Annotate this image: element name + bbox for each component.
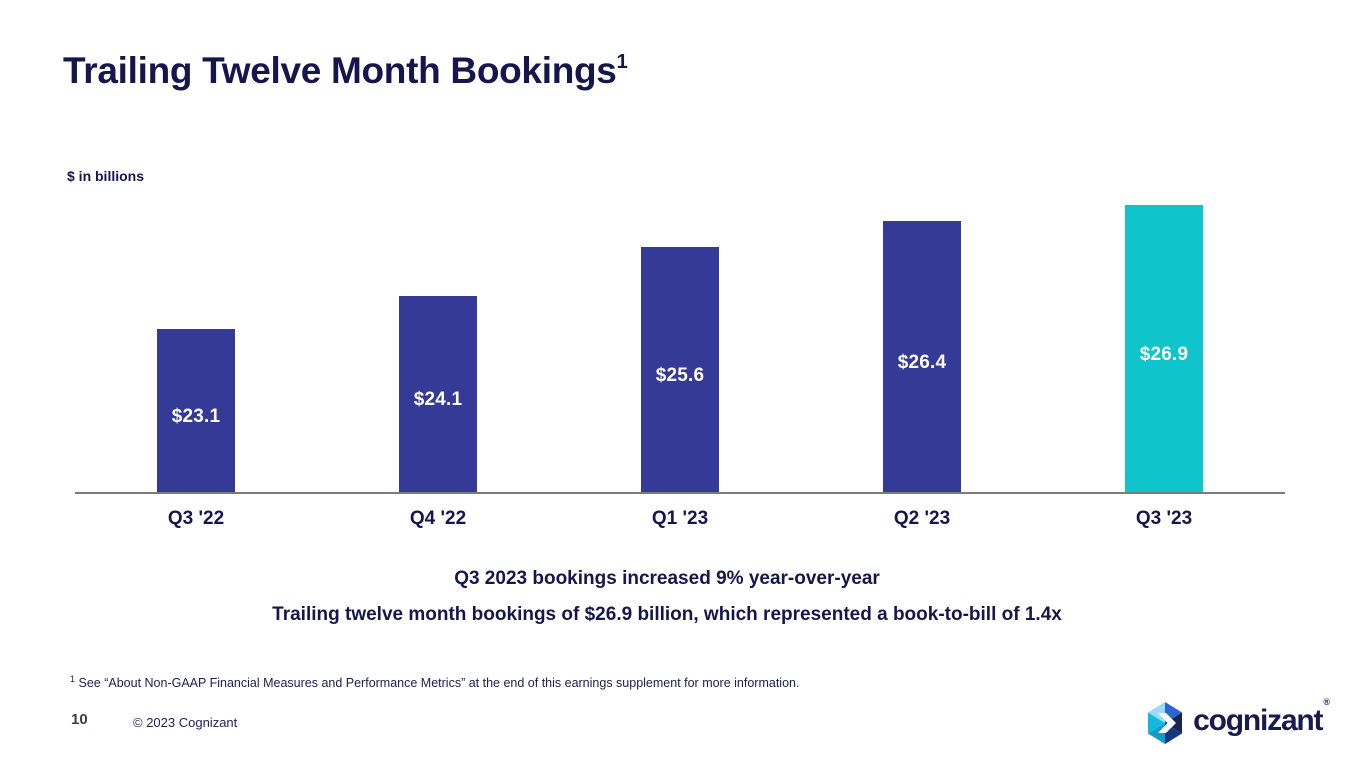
takeaway-line-2: Trailing twelve month bookings of $26.9 … xyxy=(272,604,1062,625)
page-number: 10 xyxy=(71,711,88,728)
units-label: $ in billions xyxy=(67,168,145,184)
bar-slot: $26.9 xyxy=(1043,205,1285,492)
cognizant-logo: cognizant® xyxy=(1145,698,1330,745)
bar-value-label: $26.9 xyxy=(1139,343,1189,365)
takeaway-line-1: Q3 2023 bookings increased 9% year-over-… xyxy=(454,568,880,589)
page-title: Trailing Twelve Month Bookings1 xyxy=(63,50,628,92)
cognizant-logo-icon xyxy=(1148,702,1183,744)
bar-value-label: $26.4 xyxy=(897,351,947,373)
footnote: 1 See “About Non-GAAP Financial Measures… xyxy=(70,674,799,690)
copyright-text: © 2023 Cognizant xyxy=(133,715,238,730)
takeaway-messages: Q3 2023 bookings increased 9% year-over-… xyxy=(0,569,1334,641)
bar-4: $26.4 xyxy=(883,221,961,492)
title-footnote-marker: 1 xyxy=(616,50,628,73)
cognizant-wordmark: cognizant® xyxy=(1193,698,1330,737)
page-title-text: Trailing Twelve Month Bookings xyxy=(63,50,617,91)
bar-slot: $25.6 xyxy=(559,247,801,492)
bar-2: $24.1 xyxy=(399,296,477,492)
x-axis-label: Q3 '22 xyxy=(167,508,225,529)
bar-value-label: $24.1 xyxy=(413,389,463,410)
x-axis-label: Q1 '23 xyxy=(651,508,709,529)
cognizant-wordmark-text: cognizant xyxy=(1193,704,1323,737)
bar-3: $25.6 xyxy=(641,247,719,492)
bar-slot: $24.1 xyxy=(317,296,559,492)
plot-area: $23.1 $24.1 $25.6 $26.4 $26.9 xyxy=(75,184,1285,494)
bar-value-label: $23.1 xyxy=(171,405,221,427)
bar-5: $26.9 xyxy=(1125,205,1203,492)
footnote-text: See “About Non-GAAP Financial Measures a… xyxy=(78,676,800,691)
registered-trademark-symbol: ® xyxy=(1323,697,1330,707)
bar-1: $23.1 xyxy=(157,329,235,492)
bar-slot: $26.4 xyxy=(801,221,1043,492)
footnote-marker: 1 xyxy=(70,674,76,684)
bar-slot: $23.1 xyxy=(75,329,317,492)
x-axis-label: Q4 '22 xyxy=(409,508,467,529)
x-axis-label: Q3 '23 xyxy=(1135,508,1193,529)
bar-value-label: $25.6 xyxy=(655,364,705,386)
x-axis-label: Q2 '23 xyxy=(893,508,951,529)
x-axis-labels: Q3 '22 Q4 '22 Q1 '23 Q2 '23 Q3 '23 xyxy=(75,508,1285,530)
